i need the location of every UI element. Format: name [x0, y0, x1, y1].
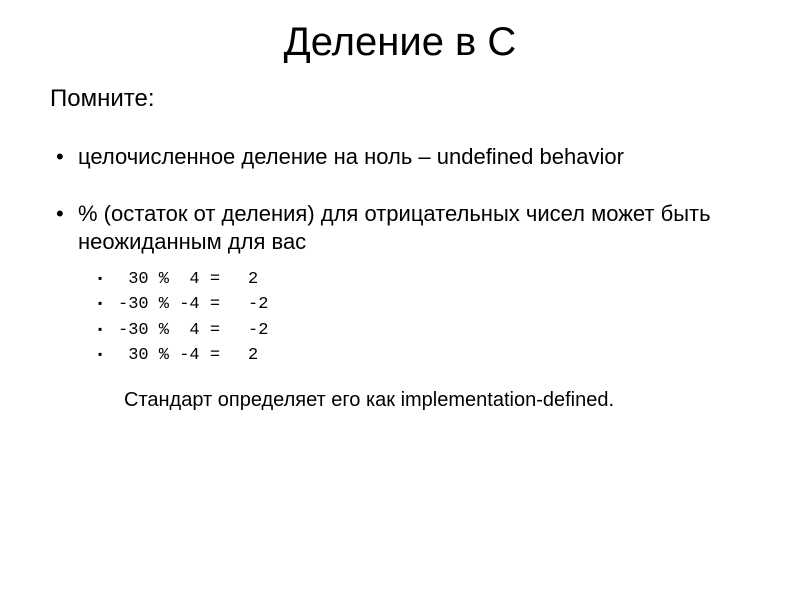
bullet-text-1: целочисленное деление на ноль – undefine… — [78, 144, 624, 169]
example-expr-1: 30 % 4 = — [118, 267, 248, 293]
example-result-4: 2 — [248, 343, 258, 369]
example-row-1: 30 % 4 =2 — [96, 267, 750, 293]
example-result-1: 2 — [248, 267, 258, 293]
example-list: 30 % 4 =2 -30 % -4 =-2 -30 % 4 =-2 30 % … — [78, 267, 750, 369]
slide-subtitle: Помните: — [50, 85, 750, 113]
slide-title: Деление в С — [50, 20, 750, 65]
main-bullet-list: целочисленное деление на ноль – undefine… — [50, 143, 750, 413]
bullet-item-1: целочисленное деление на ноль – undefine… — [50, 143, 750, 172]
slide-content: Деление в С Помните: целочисленное делен… — [0, 0, 800, 461]
example-expr-3: -30 % 4 = — [118, 318, 248, 344]
example-expr-2: -30 % -4 = — [118, 292, 248, 318]
example-result-2: -2 — [248, 292, 268, 318]
bullet-item-2: % (остаток от деления) для отрицательных… — [50, 200, 750, 413]
example-row-2: -30 % -4 =-2 — [96, 292, 750, 318]
example-result-3: -2 — [248, 318, 268, 344]
example-row-4: 30 % -4 =2 — [96, 343, 750, 369]
footnote-text: Стандарт определяет его как implementati… — [78, 387, 750, 413]
example-expr-4: 30 % -4 = — [118, 343, 248, 369]
example-row-3: -30 % 4 =-2 — [96, 318, 750, 344]
bullet-text-2: % (остаток от деления) для отрицательных… — [78, 201, 711, 255]
